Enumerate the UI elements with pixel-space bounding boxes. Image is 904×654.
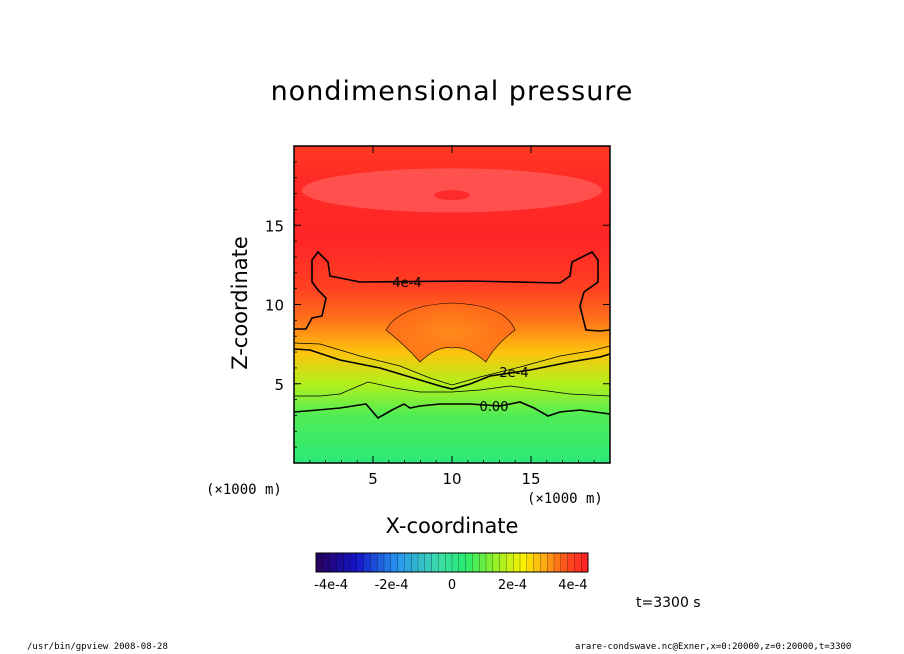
contour-0 — [294, 401, 610, 420]
colorbar-cell — [519, 552, 528, 573]
colorbar-cell — [560, 552, 569, 573]
colorbar-cell — [370, 552, 378, 573]
colorbar-cell — [445, 552, 453, 573]
contour-label: 2e-4 — [499, 366, 528, 381]
colorbar-cell — [581, 552, 589, 573]
colorbar-cell — [390, 552, 399, 573]
colorbar-cell — [431, 552, 439, 573]
y-tick-label: 15 — [265, 217, 284, 235]
colorbar-tick-label: -4e-4 — [314, 578, 348, 593]
contour-label: 0.00 — [480, 400, 509, 415]
contour-4e-4 — [294, 250, 610, 332]
colorbar-cell — [485, 552, 494, 573]
footer-left: /usr/bin/gpview 2008-08-28 — [27, 642, 168, 652]
x-axis-label: X-coordinate — [385, 514, 519, 538]
colorbar-cell — [417, 552, 426, 573]
colorbar-cell — [383, 552, 392, 573]
colorbar-cell — [377, 552, 385, 573]
plot-frame — [293, 145, 611, 464]
contour-label-bg — [474, 401, 514, 415]
colorbar-cell — [540, 552, 548, 573]
colorbar-cell — [553, 552, 562, 573]
y-tick-label: 5 — [274, 376, 284, 394]
colorbar-cell — [411, 552, 419, 573]
contour-label: 4e-4 — [392, 276, 421, 291]
colorbar-cell — [363, 552, 371, 573]
x-tick-label: 5 — [368, 470, 378, 488]
colorbar-cell — [472, 552, 480, 573]
contour-2e-4-upper — [294, 342, 610, 386]
x-unit-label-left: (×1000 m) — [206, 482, 282, 498]
colorbar-cell — [499, 552, 507, 573]
colorbar-cell — [438, 552, 446, 573]
time-label: t=3300 s — [636, 595, 701, 611]
colorbar-cell — [336, 552, 344, 573]
colorbar-cell — [479, 552, 487, 573]
chart-title: nondimensional pressure — [270, 76, 634, 107]
colorbar-tick-label: 0 — [448, 578, 456, 593]
upper-light-band — [302, 168, 602, 213]
colorbar-cell — [567, 552, 575, 573]
upper-core — [434, 190, 470, 201]
colorbar-cell — [458, 552, 467, 573]
x-unit-label-right: (×1000 m) — [527, 491, 603, 507]
colorbar-cell — [451, 552, 460, 573]
contour-label-bg — [494, 367, 534, 381]
colorbar-cell — [424, 552, 433, 573]
y-axis-label: Z-coordinate — [228, 236, 252, 370]
colorbar-cell — [356, 552, 365, 573]
contour-2e-4 — [294, 348, 610, 390]
colorbar-cell — [526, 552, 535, 573]
colorbar-cell — [322, 552, 331, 573]
x-tick-label: 10 — [442, 470, 461, 488]
colorbar-cell — [315, 552, 324, 573]
colorbar-cell — [533, 552, 541, 573]
colorbar-cell — [547, 552, 555, 573]
x-tick-label: 15 — [521, 470, 540, 488]
colorbar-cell — [343, 552, 351, 573]
colorbar-tick-label: -2e-4 — [375, 578, 409, 593]
warm-core-region — [385, 302, 516, 363]
colorbar-cell — [465, 552, 473, 573]
colorbar-tick-label: 2e-4 — [498, 578, 527, 593]
colorbar-cell — [506, 552, 514, 573]
colorbar-tick-label: 4e-4 — [558, 578, 587, 593]
colorbar-cell — [397, 552, 405, 573]
colorbar-cell — [349, 552, 358, 573]
y-tick-label: 10 — [265, 297, 284, 315]
contour-label-bg — [387, 277, 427, 291]
contour-mid — [294, 381, 610, 397]
footer-right: arare-condswave.nc@Exner,x=0:20000,z=0:2… — [575, 642, 852, 652]
colorbar-cell — [492, 552, 501, 573]
colorbar-cell — [404, 552, 412, 573]
colorbar-cell — [513, 552, 521, 573]
heatmap-field — [294, 146, 610, 463]
colorbar-cell — [574, 552, 582, 573]
colorbar-cell — [329, 552, 337, 573]
colorbar-frame — [315, 552, 589, 573]
